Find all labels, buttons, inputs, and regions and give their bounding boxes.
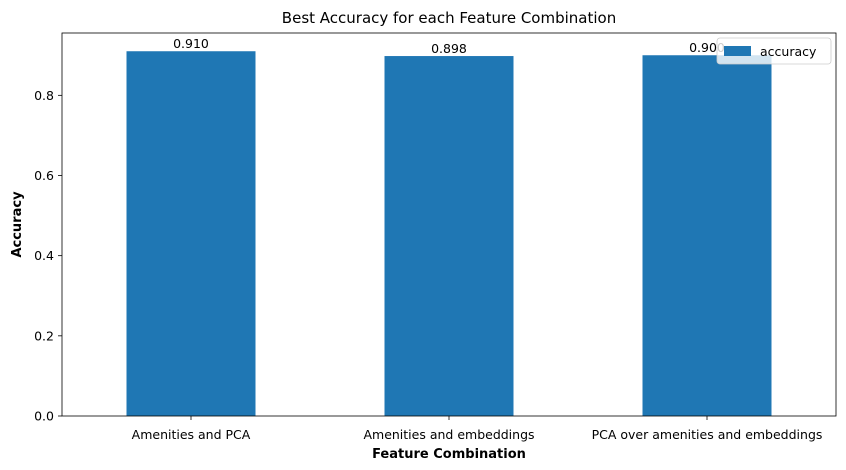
bar-value-label: 0.900 [689,40,725,55]
legend: accuracy [716,37,832,65]
value-labels-layer: 0.910 0.898 0.900 [173,36,725,56]
y-tick-label: 0.2 [34,328,54,343]
legend-swatch [724,46,751,56]
x-tick-label: Amenities and PCA [132,427,251,442]
y-tick-label: 0.8 [34,88,54,103]
y-axis-label: Accuracy [10,191,25,258]
bar [384,56,514,416]
y-tick-label: 0.0 [34,409,54,424]
bar-value-label: 0.910 [173,36,209,51]
x-axis: Amenities and PCA Amenities and embedding… [132,416,823,442]
y-tick-label: 0.4 [34,248,54,263]
bar [642,55,772,417]
y-axis: 0.0 0.2 0.4 0.6 0.8 [34,88,62,424]
legend-box [716,37,832,65]
bar [126,51,256,416]
bars-layer [126,51,772,417]
x-axis-label: Feature Combination [372,447,526,462]
y-tick-label: 0.6 [34,168,54,183]
x-tick-label: Amenities and embeddings [363,427,534,442]
legend-label: accuracy [760,44,817,59]
chart-title: Best Accuracy for each Feature Combinati… [282,9,616,27]
bar-value-label: 0.898 [431,41,467,56]
x-tick-label: PCA over amenities and embeddings [592,427,823,442]
